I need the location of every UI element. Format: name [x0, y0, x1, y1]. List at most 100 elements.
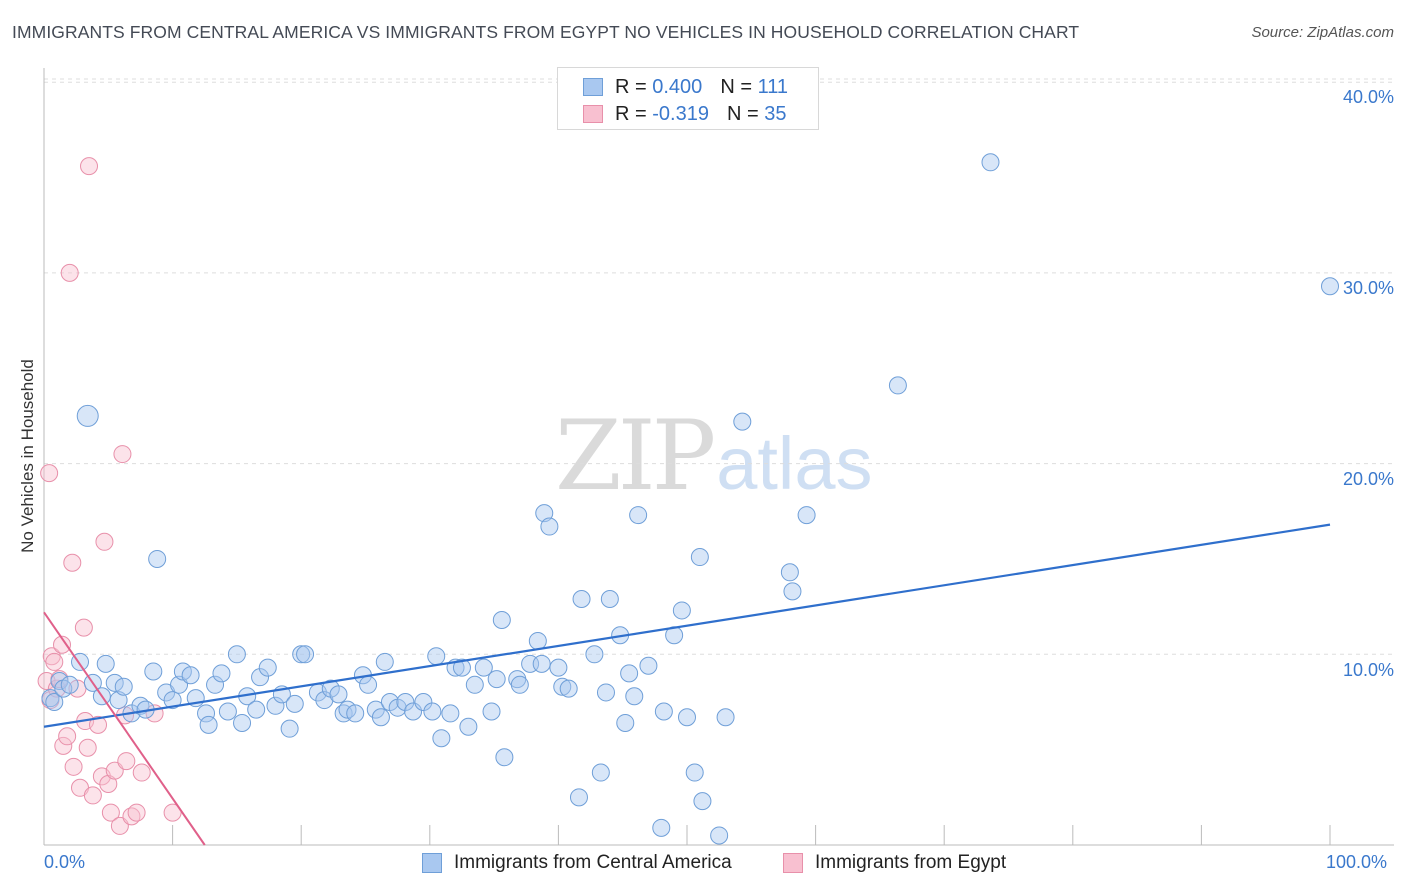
- legend-r-value: -0.319: [652, 102, 709, 125]
- y-tick-label-40: 40.0%: [1342, 87, 1394, 107]
- data-point-egypt: [110, 816, 129, 835]
- legend-n-value: 111: [757, 75, 788, 98]
- data-point-central-america: [549, 658, 568, 677]
- data-point-central-america: [495, 748, 514, 767]
- y-tick-label-30: 30.0%: [1342, 278, 1394, 298]
- legend-n-label: N =: [726, 102, 765, 125]
- data-point-egypt: [53, 635, 72, 654]
- data-point-central-america: [797, 506, 816, 525]
- data-point-central-america: [199, 715, 218, 734]
- data-point-central-america: [266, 696, 285, 715]
- legend-r-value: 0.400: [652, 75, 703, 98]
- bottom-legend-label: Immigrants from Central America: [454, 852, 732, 873]
- data-point-egypt: [83, 786, 102, 805]
- data-point-central-america: [76, 404, 99, 427]
- data-point-central-america: [616, 713, 635, 732]
- data-point-central-america: [170, 675, 189, 694]
- data-point-central-america: [148, 549, 167, 568]
- data-point-central-america: [45, 692, 64, 711]
- data-point-central-america: [510, 675, 529, 694]
- y-tick-label-10: 10.0%: [1342, 660, 1394, 680]
- data-point-central-america: [452, 658, 471, 677]
- data-point-central-america: [532, 654, 551, 673]
- data-point-central-america: [783, 582, 802, 601]
- data-point-egypt: [117, 752, 136, 771]
- data-point-egypt: [64, 757, 83, 776]
- x-tick-label-min: 0.0%: [44, 852, 86, 872]
- data-point-central-america: [206, 675, 225, 694]
- data-point-egypt: [95, 532, 114, 551]
- data-point-egypt: [78, 738, 97, 757]
- data-point-central-america: [96, 654, 115, 673]
- legend-n-label: N =: [720, 75, 758, 98]
- data-point-central-america: [535, 504, 554, 523]
- data-point-egypt: [40, 464, 59, 483]
- legend-swatch-blue: [583, 78, 603, 96]
- data-point-central-america: [678, 708, 696, 727]
- data-point-central-america: [685, 763, 704, 782]
- data-point-central-america: [233, 713, 252, 732]
- data-point-egypt: [163, 803, 182, 822]
- data-point-central-america: [600, 589, 619, 608]
- data-point-egypt: [60, 263, 79, 282]
- data-point-central-america: [292, 645, 311, 664]
- legend-n-value: 35: [764, 102, 787, 125]
- data-point-central-america: [492, 610, 511, 629]
- bottom-legend-central-america: Immigrants from Central America: [422, 852, 732, 874]
- legend-r-label: R =: [615, 102, 653, 125]
- legend-swatch-pink: [583, 105, 603, 123]
- data-point-central-america: [591, 763, 610, 782]
- data-point-central-america: [427, 647, 446, 666]
- data-point-egypt: [54, 736, 73, 755]
- data-point-central-america: [247, 700, 266, 719]
- data-point-central-america: [114, 677, 133, 696]
- trendline-egypt: [43, 611, 206, 846]
- y-axis-label: No Vehicles in Household: [18, 359, 37, 553]
- data-point-central-america: [105, 673, 124, 692]
- chart-title: IMMIGRANTS FROM CENTRAL AMERICA VS IMMIG…: [12, 22, 1080, 42]
- data-point-egypt: [101, 803, 120, 822]
- data-point-central-america: [258, 658, 277, 677]
- bottom-legend-egypt: Immigrants from Egypt: [783, 852, 1006, 874]
- legend: R = 0.400 N = 111 R = -0.319 N = 35: [557, 67, 819, 130]
- data-point-central-america: [654, 702, 673, 721]
- data-point-central-america: [596, 683, 615, 702]
- data-point-central-america: [625, 687, 644, 706]
- data-point-central-america: [329, 685, 348, 704]
- legend-r-label: R =: [615, 75, 653, 98]
- data-point-egypt: [89, 715, 108, 734]
- data-point-central-america: [487, 670, 506, 689]
- data-point-central-america: [375, 652, 394, 671]
- x-tick-label-max: 100.0%: [1326, 852, 1388, 872]
- data-point-egypt: [63, 553, 82, 572]
- data-point-central-america: [197, 704, 216, 723]
- data-point-egypt: [80, 157, 99, 176]
- bottom-legend-swatch-blue: [422, 853, 442, 873]
- data-point-central-america: [280, 719, 299, 738]
- data-point-egypt: [45, 652, 64, 671]
- data-point-central-america: [414, 692, 433, 711]
- data-point-central-america: [620, 664, 639, 683]
- data-point-egypt: [113, 445, 132, 464]
- data-point-central-america: [227, 645, 246, 664]
- data-point-central-america: [693, 792, 712, 811]
- data-point-central-america: [981, 153, 1000, 172]
- data-point-central-america: [441, 704, 460, 723]
- data-point-central-america: [690, 548, 709, 567]
- data-point-central-america: [572, 589, 591, 608]
- data-point-central-america: [144, 662, 163, 681]
- data-point-egypt: [74, 618, 93, 637]
- data-point-central-america: [716, 708, 735, 727]
- data-point-central-america: [888, 376, 907, 395]
- data-point-central-america: [569, 788, 588, 807]
- data-point-central-america: [212, 664, 231, 683]
- bottom-legend-label: Immigrants from Egypt: [815, 852, 1007, 873]
- data-point-egypt: [127, 803, 146, 822]
- y-tick-label-20: 20.0%: [1342, 469, 1394, 489]
- data-point-central-america: [163, 691, 182, 710]
- data-point-central-america: [528, 631, 547, 650]
- data-point-central-america: [482, 702, 501, 721]
- data-point-central-america: [733, 412, 752, 431]
- bottom-legend-swatch-pink: [783, 853, 803, 873]
